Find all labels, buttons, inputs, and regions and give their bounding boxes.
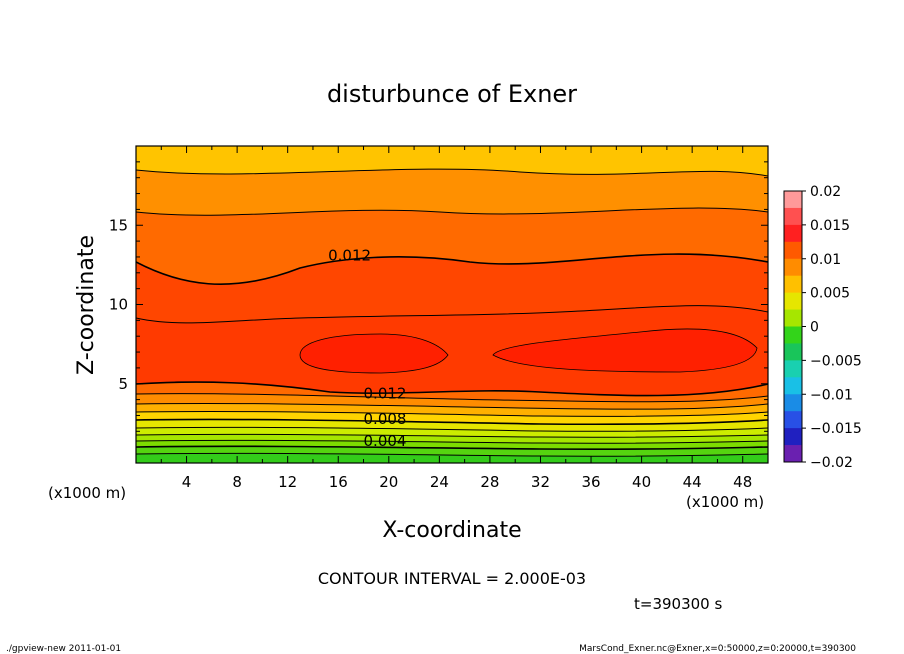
x-axis-label: X-coordinate bbox=[382, 518, 521, 543]
footer-right: MarsCond_Exner.nc@Exner,x=0:50000,z=0:20… bbox=[579, 644, 856, 654]
y-axis-label: Z-coordinate bbox=[74, 235, 99, 375]
x-tick-label: 28 bbox=[480, 473, 499, 491]
colorbar-label: 0 bbox=[810, 320, 819, 336]
contour-line bbox=[136, 433, 768, 438]
colorbar-swatch bbox=[784, 326, 802, 344]
x-tick-label: 32 bbox=[531, 473, 550, 491]
colorbar-swatch bbox=[784, 241, 802, 260]
band-0.003 bbox=[136, 453, 768, 463]
contour-line bbox=[136, 439, 768, 444]
colorbar-swatch bbox=[784, 309, 802, 327]
x-tick-label: 40 bbox=[632, 473, 651, 491]
colorbar-label: −0.02 bbox=[810, 455, 853, 471]
x-tick-label: 12 bbox=[278, 473, 297, 491]
contour-line-0.012-upper bbox=[136, 253, 768, 286]
x-tick-label: 4 bbox=[182, 473, 192, 491]
colorbar-label: −0.015 bbox=[810, 421, 862, 437]
colorbar-label: −0.005 bbox=[810, 353, 862, 369]
contour-label: 0.004 bbox=[364, 432, 407, 450]
max-cell-left bbox=[299, 333, 449, 374]
colorbar-swatch bbox=[784, 258, 802, 277]
x-tick-label: 8 bbox=[232, 473, 242, 491]
colorbar-label: 0.02 bbox=[810, 184, 841, 200]
colorbar-swatch bbox=[784, 445, 802, 463]
colorbar-swatch bbox=[784, 207, 802, 226]
contour-line bbox=[136, 426, 768, 432]
chart-title: disturbunce of Exner bbox=[327, 80, 577, 108]
x-tick-label: 44 bbox=[683, 473, 702, 491]
contour-line-0.012-lower bbox=[136, 381, 768, 397]
footer-left: ./gpview-new 2011-01-01 bbox=[6, 644, 121, 654]
contour-labels: 0.012 0.012 0.008 0.004 bbox=[328, 247, 407, 450]
contour-field bbox=[136, 146, 768, 463]
y-tick-label: 10 bbox=[109, 296, 128, 314]
contour-line-0.008 bbox=[136, 418, 768, 426]
x-tick-label: 36 bbox=[581, 473, 600, 491]
y-tick-label: 5 bbox=[118, 375, 128, 393]
max-cell-right bbox=[492, 328, 758, 373]
contour-line bbox=[136, 452, 768, 457]
x-tick-label: 48 bbox=[733, 473, 752, 491]
colorbar-swatch bbox=[784, 377, 802, 395]
contour-line bbox=[136, 168, 768, 177]
contour-label: 0.008 bbox=[364, 410, 407, 428]
x-axis: 4 8 12 16 20 24 28 32 36 40 44 48 bbox=[160, 146, 752, 491]
contour-label: 0.012 bbox=[364, 384, 407, 402]
contour-line bbox=[136, 393, 768, 403]
contour-lines bbox=[136, 168, 768, 457]
colorbar-swatch bbox=[784, 343, 802, 361]
x-unit-left: (x1000 m) bbox=[48, 484, 126, 502]
contour-line bbox=[136, 410, 768, 417]
contour-line bbox=[136, 305, 768, 324]
x-tick-label: 16 bbox=[329, 473, 348, 491]
colorbar-swatch bbox=[784, 394, 802, 412]
contour-interval-text: CONTOUR INTERVAL = 2.000E-03 bbox=[318, 569, 586, 588]
x-tick-label: 24 bbox=[430, 473, 449, 491]
y-tick-label: 15 bbox=[109, 216, 128, 234]
colorbar-swatch bbox=[784, 292, 802, 311]
x-tick-label: 20 bbox=[379, 473, 398, 491]
contour-line bbox=[136, 207, 768, 216]
colorbar-swatch bbox=[784, 411, 802, 429]
time-label: t=390300 s bbox=[634, 595, 722, 613]
colorbar-swatch bbox=[784, 275, 802, 294]
colorbar-label: 0.005 bbox=[810, 286, 850, 302]
colorbar-label: 0.01 bbox=[810, 252, 841, 268]
colorbar-swatch bbox=[784, 428, 802, 446]
colorbar-label: −0.01 bbox=[810, 387, 853, 403]
x-unit-right: (x1000 m) bbox=[686, 493, 764, 511]
colorbar-label: 0.015 bbox=[810, 218, 850, 234]
colorbar-swatch bbox=[784, 360, 802, 378]
y-axis: 5 10 15 bbox=[109, 161, 768, 448]
colorbar-swatch bbox=[784, 224, 802, 243]
contour-label: 0.012 bbox=[328, 247, 371, 265]
colorbar: 0.02 0.015 0.01 0.005 0 −0.005 −0.01 −0.015 −0.0… bbox=[783, 184, 862, 471]
contour-line-0.004 bbox=[136, 445, 768, 451]
contour-line bbox=[136, 402, 768, 410]
colorbar-swatch bbox=[784, 191, 802, 209]
